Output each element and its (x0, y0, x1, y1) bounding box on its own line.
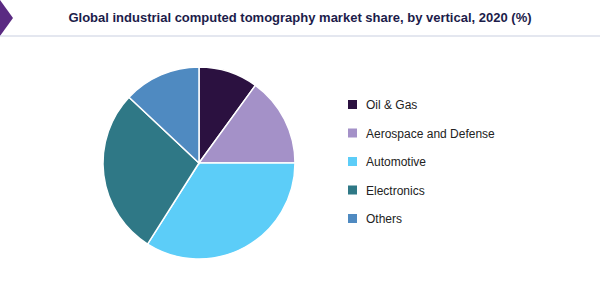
legend-label: Others (366, 212, 402, 226)
legend-swatch (348, 186, 357, 195)
legend-label: Electronics (366, 184, 425, 198)
chart: Global industrial computed tomography ma… (0, 0, 600, 300)
legend-swatch (348, 129, 357, 138)
legend-swatch (348, 214, 357, 223)
legend-item: Aerospace and Defense (348, 127, 495, 141)
legend-item: Electronics (348, 184, 425, 198)
header-ornament (0, 0, 13, 36)
title: Global industrial computed tomography ma… (68, 10, 531, 25)
legend-label: Oil & Gas (366, 98, 417, 112)
legend-item: Others (348, 212, 402, 226)
pie (103, 67, 295, 259)
legend-item: Oil & Gas (348, 98, 417, 112)
header-rule (0, 36, 600, 37)
pie-slice (199, 85, 295, 163)
legend-item: Automotive (348, 155, 426, 169)
legend-swatch (348, 100, 357, 109)
pie-slice (129, 67, 199, 163)
legend: Oil & Gas Aerospace and Defense Automotive… (348, 98, 495, 226)
legend-label: Aerospace and Defense (366, 127, 495, 141)
legend-swatch (348, 157, 357, 166)
legend-label: Automotive (366, 155, 426, 169)
